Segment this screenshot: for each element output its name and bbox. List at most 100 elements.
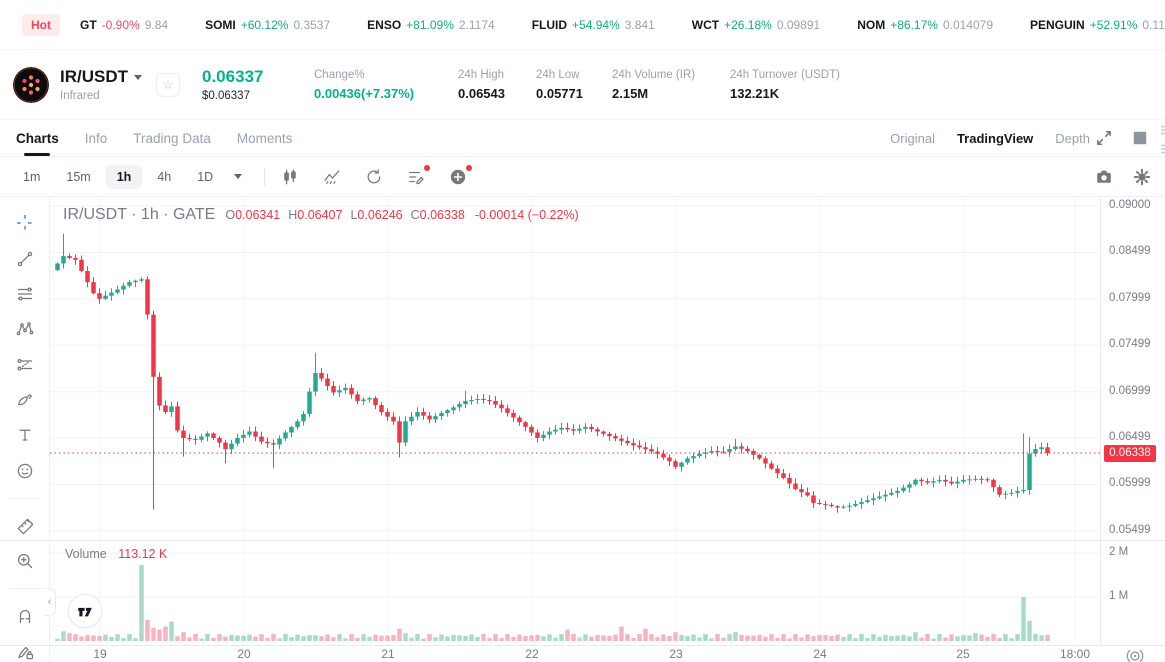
brush-icon[interactable] [12,390,38,410]
ticker-change: +60.12% [240,17,289,32]
notification-dot [466,164,473,171]
time-axis-label: 21 [381,647,395,661]
ticker-price: 0.014079 [942,17,993,32]
tab-info[interactable]: Info [84,130,108,146]
favorite-button[interactable]: ☆ [156,72,180,97]
panel-square-icon[interactable] [1131,129,1149,147]
forecast-icon[interactable] [12,354,38,374]
ticker-item[interactable]: NOM +86.17% 0.014079 [857,18,993,32]
templates-icon[interactable] [407,164,431,186]
ticker-symbol: WCT [691,17,720,32]
stat-value: 0.06543 [458,85,505,101]
view-tab-tradingview[interactable]: TradingView [956,130,1034,146]
divider [9,497,40,499]
ticker-symbol: GT [80,17,97,32]
ticker-item[interactable]: PENGUIN +52.91% 0.11375 [1030,18,1165,32]
add-plus-icon[interactable] [449,164,473,186]
indicators-icon[interactable] [323,168,341,186]
price-axis[interactable]: 0.09000 0.08499 0.07999 0.07499 0.06999 0.064… [1100,197,1165,645]
view-tab-depth[interactable]: Depth [1055,130,1090,146]
stat-label: 24h High [458,68,505,81]
ticker-item[interactable]: ENSO +81.09% 2.1174 [367,18,495,32]
text-icon[interactable] [12,425,38,445]
time-axis-label: 20 [237,647,251,661]
parallel-lines-icon[interactable] [12,284,38,304]
timeframe-1m[interactable]: 1m [23,169,41,184]
chart-toolbar: 1m 15m 1h 4h 1D [0,157,1165,197]
expand-icon[interactable] [1095,129,1113,147]
tabs-row: Charts Info Trading Data Moments Original Tr… [0,120,1165,157]
tabs-left: Charts Info Trading Data Moments [16,120,318,156]
toolbar-collapse-handle[interactable]: ‹ [44,588,56,616]
ruler-icon[interactable] [12,516,38,536]
pane-separator[interactable] [0,540,1165,541]
crosshair-icon[interactable] [12,213,38,233]
stat-change: Change% 0.00436(+7.37%) [314,69,432,101]
price-axis-label: 0.07999 [1109,291,1151,304]
refresh-icon[interactable] [365,168,383,186]
gear-icon[interactable] [1133,168,1151,186]
timeframe-4h[interactable]: 4h [157,169,172,184]
stat-value: 0.05771 [536,85,583,101]
magnet-icon[interactable] [12,606,38,626]
tabs-icons [1095,129,1149,147]
tradingview-logo[interactable] [68,594,102,628]
pair-stats: 24h High 0.06543 24h Low 0.05771 24h Volum… [432,69,840,101]
time-axis-label: 19 [93,647,107,661]
drawing-toolbar [0,197,50,662]
candles-style-icon[interactable] [281,168,299,186]
volume-value: 113.12 K [118,547,168,561]
tab-trading-data[interactable]: Trading Data [133,130,211,146]
candlestick-chart[interactable] [50,197,1100,645]
edge-menu[interactable] [1160,122,1165,156]
zoom-in-icon[interactable] [12,551,38,571]
price-axis-label: 0.05499 [1109,523,1151,536]
hamburger-icon [1160,141,1165,156]
ticker-change: -0.90% [101,17,140,32]
ticker-item[interactable]: FLUID +54.94% 3.841 [532,18,655,32]
timeframe-15m[interactable]: 15m [66,169,91,184]
chart-region: IR/USDT · 1h · GATE O0.06341 H0.06407 L0.0… [0,197,1165,662]
ticker-change: +26.18% [724,17,772,32]
hot-tab[interactable]: Hot [22,13,60,36]
draw-lock-icon[interactable] [12,642,38,662]
price-axis-label: 0.07499 [1109,338,1151,351]
ticker-item[interactable]: GT -0.90% 9.84 [80,18,168,32]
ticker-item[interactable]: SOMI +60.12% 0.3537 [205,18,330,32]
ticker-bar: Hot GT -0.90% 9.84 SOMI +60.12% 0.3537 ENS… [0,0,1165,50]
toolbar-icons [281,164,491,186]
ticker-items: GT -0.90% 9.84 SOMI +60.12% 0.3537 ENSO +8… [80,18,1165,32]
timeframe-1h[interactable]: 1h [105,164,143,189]
emoji-icon[interactable] [12,460,38,480]
tab-charts[interactable]: Charts [16,120,59,156]
trendline-icon[interactable] [12,248,38,268]
ticker-price: 9.84 [144,17,169,32]
ticker-symbol: SOMI [205,17,236,32]
ticker-item[interactable]: WCT +26.18% 0.09891 [692,18,820,32]
price-axis-label: 0.06999 [1109,384,1151,397]
volume-label: Volume [65,547,107,561]
ticker-change: +81.09% [406,17,454,32]
axis-settings-icon[interactable] [1126,647,1144,662]
volume-axis-label: 2 M [1109,546,1129,558]
ticker-price: 3.841 [624,17,655,32]
timeframe-1D[interactable]: 1D [197,169,214,184]
xabcd-pattern-icon[interactable] [12,319,38,339]
ticker-change: +86.17% [890,17,938,32]
notification-dot [424,164,431,171]
time-axis[interactable]: 19 20 21 22 23 24 25 18:00 [0,645,1165,662]
stat-block: 24h Volume (IR) 2.15M [612,69,704,101]
ticker-change: +54.94% [572,17,620,32]
camera-icon[interactable] [1095,168,1113,186]
stat-value: 2.15M [612,85,649,101]
timeframe-dropdown-icon[interactable] [234,174,243,179]
time-axis-label: 22 [525,647,539,661]
stat-label: Change% [314,68,365,81]
pair-selector[interactable]: IR/USDT [60,67,142,87]
time-axis-label: 24 [813,647,827,661]
ohlc-c: C0.06338 [410,208,465,222]
stat-block: 24h Low 0.05771 [536,69,586,101]
price-axis-label: 0.08499 [1109,245,1151,258]
tab-moments[interactable]: Moments [236,130,293,146]
view-tab-original[interactable]: Original [890,130,935,146]
